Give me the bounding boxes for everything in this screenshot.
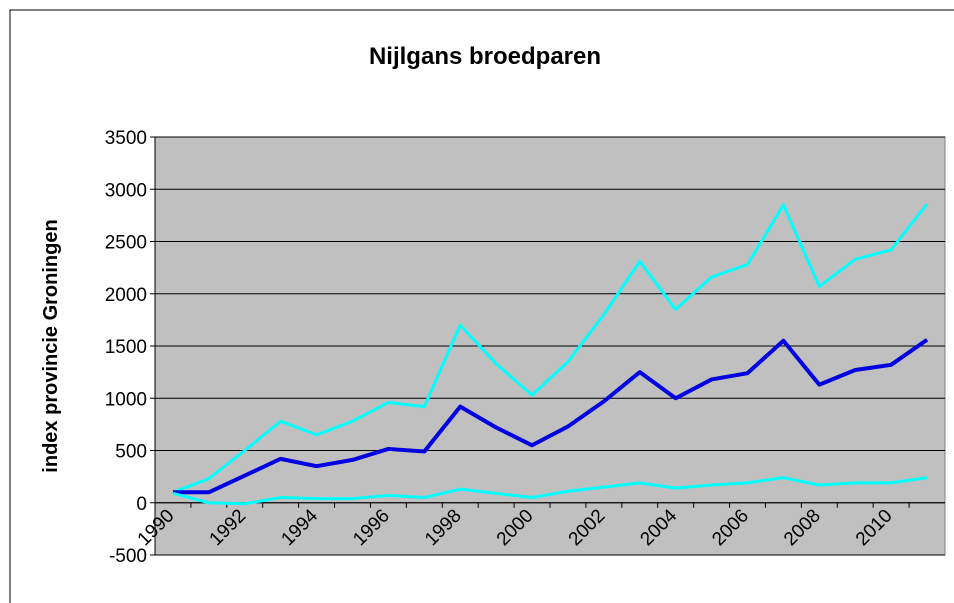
y-tick-label: 1500 (105, 337, 147, 358)
y-tick-label: 500 (115, 442, 147, 463)
y-tick-label: 1000 (105, 389, 147, 410)
y-tick-label: -500 (109, 546, 147, 567)
chart-title: Nijlgans broedparen (369, 43, 601, 70)
series-line (172, 338, 929, 495)
y-tick-label: 0 (136, 494, 147, 515)
series-line (172, 476, 928, 506)
y-tick-label: 3500 (105, 128, 147, 149)
y-tick-label: 2500 (105, 233, 147, 254)
y-tick-label: 2000 (105, 285, 147, 306)
series-line (172, 202, 929, 494)
y-tick-label: 3000 (105, 180, 147, 201)
y-axis-label: index provincie Groningen (40, 219, 62, 472)
